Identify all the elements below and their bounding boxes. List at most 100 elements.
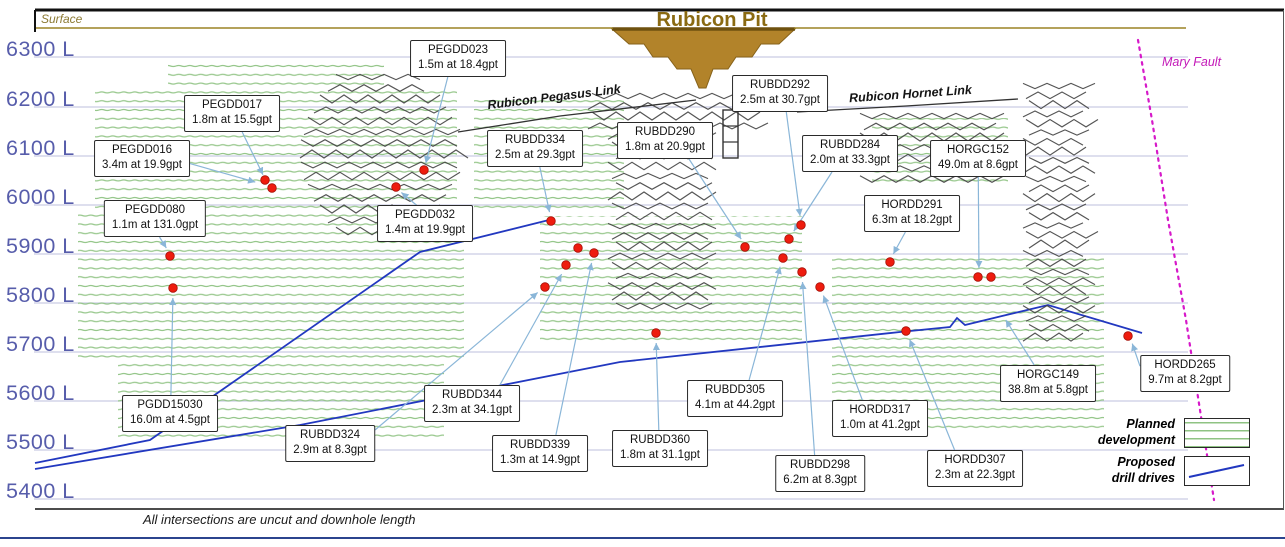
- leader-arrow: [539, 166, 552, 213]
- intercept-value: 1.1m at 131.0gpt: [111, 218, 199, 231]
- hole-id: HORDD307: [944, 454, 1006, 466]
- leader-arrow: [748, 266, 782, 381]
- callout-RUBDD284: RUBDD284 2.0m at 33.3gpt: [802, 135, 898, 172]
- callout-RUBDD305: RUBDD305 4.1m at 44.2gpt: [687, 380, 783, 417]
- surface-label: Surface: [41, 12, 83, 26]
- hole-id: RUBDD339: [509, 439, 571, 451]
- callout-RUBDD334: RUBDD334 2.5m at 29.3gpt: [487, 130, 583, 167]
- intercept-value: 1.3m at 14.9gpt: [500, 453, 580, 466]
- intersection-marker: [165, 251, 175, 261]
- intercept-value: 1.8m at 20.9gpt: [625, 140, 705, 153]
- callout-RUBDD344: RUBDD344 2.3m at 34.1gpt: [424, 385, 520, 422]
- drill-drive-line-sample: [1188, 463, 1245, 478]
- callout-RUBDD360: RUBDD360 1.8m at 31.1gpt: [612, 430, 708, 467]
- hole-id: PEGDD023: [427, 44, 489, 56]
- hole-id: PEGDD032: [394, 209, 456, 221]
- planned-development-swatch: [1184, 417, 1250, 448]
- level-label: 6100 L: [6, 136, 75, 160]
- leader-arrow: [1005, 319, 1035, 366]
- intersection-marker: [778, 253, 788, 263]
- page-bottom-edge: [0, 537, 1285, 539]
- callout-HORDD307: HORDD307 2.3m at 22.3gpt: [927, 450, 1023, 487]
- intersection-marker: [740, 242, 750, 252]
- level-label: 6000 L: [6, 185, 75, 209]
- intercept-value: 2.3m at 22.3gpt: [935, 468, 1015, 481]
- legend: Planned development Proposed drill drive…: [1056, 417, 1250, 494]
- legend-proposed-label: Proposed drill drives: [1112, 455, 1175, 486]
- legend-row-proposed: Proposed drill drives: [1056, 455, 1250, 486]
- intercept-value: 38.8m at 5.8gpt: [1008, 383, 1088, 396]
- existing-drilling-traces: [299, 73, 1099, 342]
- leader-arrow: [555, 262, 594, 436]
- intersection-marker: [168, 283, 178, 293]
- hole-id: HORGC149: [1016, 369, 1079, 381]
- intercept-value: 4.1m at 44.2gpt: [695, 398, 775, 411]
- leader-arrow: [158, 236, 167, 249]
- callout-PEGDD016: PEGDD016 3.4m at 19.9gpt: [94, 140, 190, 177]
- intersection-marker: [885, 257, 895, 267]
- callout-PEGDD017: PEGDD017 1.8m at 15.5gpt: [184, 95, 280, 132]
- intersection-marker: [901, 326, 911, 336]
- hole-id: PEGDD016: [111, 144, 173, 156]
- intersection-marker: [391, 182, 401, 192]
- hole-id: RUBDD324: [299, 429, 361, 441]
- callout-RUBDD339: RUBDD339 1.3m at 14.9gpt: [492, 435, 588, 472]
- leader-arrow: [785, 111, 803, 217]
- intersection-marker: [267, 183, 277, 193]
- intercept-value: 2.3m at 34.1gpt: [432, 403, 512, 416]
- callout-PEGDD023: PEGDD023 1.5m at 18.4gpt: [410, 40, 506, 77]
- callout-RUBDD324: RUBDD324 2.9m at 8.3gpt: [285, 425, 375, 462]
- callout-PEGDD032: PEGDD032 1.4m at 19.9gpt: [377, 205, 473, 242]
- intersection-marker: [419, 165, 429, 175]
- level-label: 6200 L: [6, 87, 75, 111]
- mary-fault-label: Mary Fault: [1162, 55, 1222, 69]
- hole-id: HORDD265: [1154, 359, 1216, 371]
- hole-id: RUBDD290: [634, 126, 696, 138]
- hole-id: HORDD317: [849, 404, 911, 416]
- legend-row-planned: Planned development: [1056, 417, 1250, 448]
- hole-id: RUBDD292: [749, 79, 811, 91]
- intersection-markers: [165, 165, 1133, 341]
- leader-arrow: [822, 295, 863, 401]
- leader-arrow: [499, 273, 563, 386]
- level-label: 5700 L: [6, 332, 75, 356]
- intersection-marker: [797, 267, 807, 277]
- leader-arrow: [374, 292, 539, 431]
- intercept-value: 9.7m at 8.2gpt: [1148, 373, 1222, 386]
- intercept-value: 2.0m at 33.3gpt: [810, 153, 890, 166]
- callout-RUBDD292: RUBDD292 2.5m at 30.7gpt: [732, 75, 828, 112]
- intersection-marker: [546, 216, 556, 226]
- intersection-marker: [973, 272, 983, 282]
- hole-id: HORDD291: [881, 199, 943, 211]
- level-label: 6300 L: [6, 37, 75, 61]
- leader-arrow: [799, 281, 816, 456]
- callout-leader-arrows: [158, 76, 1141, 456]
- intersection-marker: [796, 220, 806, 230]
- intercept-value: 2.9m at 8.3gpt: [293, 443, 367, 456]
- intersection-marker: [1123, 331, 1133, 341]
- legend-proposed-line1: Proposed: [1117, 455, 1175, 470]
- hole-id: RUBDD344: [441, 389, 503, 401]
- leader-arrow: [688, 158, 742, 240]
- leader-arrow: [241, 131, 264, 175]
- callout-HORDD291: HORDD291 6.3m at 18.2gpt: [864, 195, 960, 232]
- hole-id: RUBDD305: [704, 384, 766, 396]
- callout-RUBDD298: RUBDD298 6.2m at 8.3gpt: [775, 455, 865, 492]
- intercept-value: 6.3m at 18.2gpt: [872, 213, 952, 226]
- intercept-value: 2.5m at 29.3gpt: [495, 148, 575, 161]
- intersection-marker: [260, 175, 270, 185]
- intercept-value: 1.8m at 15.5gpt: [192, 113, 272, 126]
- callout-PGDD15030: PGDD15030 16.0m at 4.5gpt: [122, 395, 218, 432]
- intersection-marker: [815, 282, 825, 292]
- hole-id: RUBDD360: [629, 434, 691, 446]
- level-label: 5400 L: [6, 479, 75, 503]
- intersection-marker: [540, 282, 550, 292]
- callout-HORGC152: HORGC152 49.0m at 8.6gpt: [930, 140, 1026, 177]
- intersection-marker: [651, 328, 661, 338]
- level-label: 5500 L: [6, 430, 75, 454]
- section-frame: [34, 8, 1284, 510]
- hole-id: HORGC152: [946, 144, 1009, 156]
- hole-id: PGDD15030: [137, 399, 203, 411]
- legend-planned-label: Planned development: [1098, 417, 1175, 448]
